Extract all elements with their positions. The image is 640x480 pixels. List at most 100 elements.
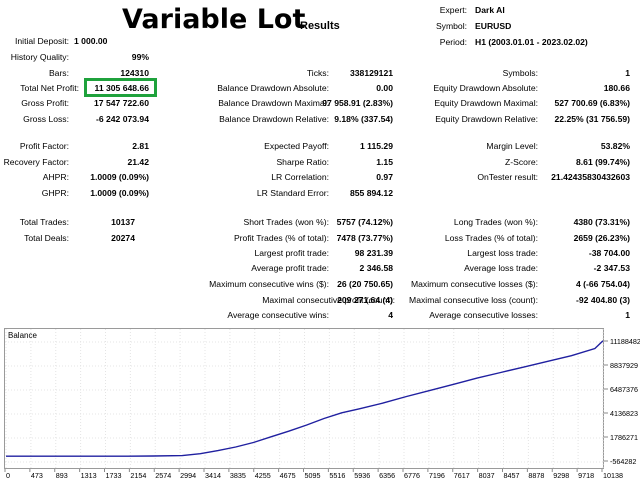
margin-level-label: Margin Level: (486, 141, 538, 151)
avg-cons-wins-label: Average consecutive wins: (227, 310, 329, 320)
bars-value: 124310 (120, 68, 149, 78)
x-tick-label: 4675 (280, 471, 296, 480)
largest-loss-label: Largest loss trade: (467, 248, 538, 258)
x-tick-label: 1733 (106, 471, 122, 480)
x-tick-label: 8878 (528, 471, 544, 480)
profit-trades-label: Profit Trades (% of total): (233, 233, 329, 243)
x-tick-label: 8037 (479, 471, 495, 480)
sharpe-ratio-value: 1.15 (376, 157, 393, 167)
x-tick-label: 7196 (429, 471, 445, 480)
x-tick-label: 5516 (329, 471, 345, 480)
ahpr-label: AHPR: (42, 172, 69, 182)
avg-loss-value: -2 347.53 (593, 263, 630, 273)
x-tick-label: 8457 (504, 471, 520, 480)
equity-dd-max-label: Equity Drawdown Maximal: (434, 98, 538, 108)
loss-trades-label: Loss Trades (% of total): (444, 233, 538, 243)
x-tick-label: 0 (6, 471, 10, 480)
avg-cons-losses-value: 1 (625, 310, 630, 320)
ontester-value: 21.42435830432603 (551, 172, 630, 182)
max-cons-loss-value: -92 404.80 (3) (576, 295, 630, 305)
balance-dd-rel-label: Balance Drawdown Relative: (219, 114, 329, 124)
x-tick-label: 9298 (553, 471, 569, 480)
long-trades-label: Long Trades (won %): (453, 217, 538, 227)
balance-dd-max-label: Balance Drawdown Maximal: (218, 98, 329, 108)
equity-dd-rel-value: 22.25% (31 756.59) (554, 114, 631, 124)
largest-profit-value: 98 231.39 (354, 248, 393, 258)
balance-dd-abs-label: Balance Drawdown Absolute: (217, 83, 329, 93)
y-tick-label: 6487376 (610, 385, 638, 394)
profit-factor-value: 2.81 (132, 141, 149, 151)
avg-cons-losses-label: Average consecutive losses: (429, 310, 538, 320)
initial-deposit-value: 1 000.00 (74, 36, 108, 46)
max-cons-profit-label: Maximal consecutive profit (count): (262, 295, 395, 305)
net-profit-label: Total Net Profit: (20, 83, 79, 93)
balance-dd-max-value: 97 958.91 (2.83%) (322, 98, 393, 108)
report-title: Variable Lot (122, 4, 306, 35)
ghpr-label: GHPR: (41, 188, 69, 198)
long-trades-value: 4380 (73.31%) (573, 217, 630, 227)
x-tick-label: 5936 (354, 471, 370, 480)
balance-dd-abs-value: 0.00 (376, 83, 393, 93)
max-cons-wins-label: Maximum consecutive wins ($): (209, 279, 329, 289)
bars-label: Bars: (48, 68, 69, 78)
lr-std-error-value: 855 894.12 (349, 188, 393, 198)
lr-std-error-label: LR Standard Error: (256, 188, 329, 198)
ticks-value: 338129121 (349, 68, 393, 78)
x-tick-label: 473 (31, 471, 43, 480)
x-tick-label: 3835 (230, 471, 246, 480)
symbols-label: Symbols: (502, 68, 538, 78)
short-trades-value: 5757 (74.12%) (336, 217, 393, 227)
balance-chart: Balance (5, 329, 605, 470)
largest-profit-label: Largest profit trade: (254, 248, 329, 258)
balance-dd-rel-value: 9.18% (337.54) (334, 114, 393, 124)
max-cons-profit-value: 209 271.64 (4) (337, 295, 393, 305)
symbol-label: Symbol: (435, 21, 467, 31)
x-tick-label: 2154 (130, 471, 146, 480)
total-deals-value: 20274 (111, 233, 135, 243)
net-profit-highlight (84, 78, 157, 97)
largest-loss-value: -38 704.00 (588, 248, 630, 258)
expert-label: Expert: (439, 5, 467, 15)
profit-factor-label: Profit Factor: (19, 141, 69, 151)
avg-profit-value: 2 346.58 (359, 263, 393, 273)
total-trades-value: 10137 (111, 217, 135, 227)
recovery-factor-label: Recovery Factor: (3, 157, 69, 167)
report-subtitle: Results (300, 20, 340, 32)
y-tick-label: 11188482 (610, 337, 640, 346)
max-cons-wins-value: 26 (20 750.65) (337, 279, 393, 289)
x-tick-label: 10138 (603, 471, 623, 480)
zscore-value: 8.61 (99.74%) (576, 157, 630, 167)
period-label: Period: (439, 37, 467, 47)
equity-dd-rel-label: Equity Drawdown Relative: (435, 114, 538, 124)
avg-cons-wins-value: 4 (388, 310, 393, 320)
initial-deposit-label: Initial Deposit: (15, 36, 69, 46)
period-value: H1 (2003.01.01 - 2023.02.02) (475, 37, 588, 47)
x-tick-label: 1313 (81, 471, 97, 480)
chart-grid (5, 329, 605, 470)
ontester-label: OnTester result: (477, 172, 538, 182)
expected-payoff-label: Expected Payoff: (264, 141, 329, 151)
margin-level-value: 53.82% (600, 141, 630, 151)
x-tick-label: 9718 (578, 471, 594, 480)
short-trades-label: Short Trades (won %): (243, 217, 330, 227)
lr-correlation-label: LR Correlation: (271, 172, 329, 182)
total-deals-label: Total Deals: (24, 233, 69, 243)
x-tick-label: 6776 (404, 471, 420, 480)
profit-trades-value: 7478 (73.77%) (336, 233, 393, 243)
x-tick-label: 893 (56, 471, 68, 480)
avg-loss-label: Average loss trade: (464, 263, 538, 273)
sharpe-ratio-label: Sharpe Ratio: (276, 157, 329, 167)
max-cons-losses-label: Maximum consecutive losses ($): (410, 279, 538, 289)
x-tick-label: 2994 (180, 471, 196, 480)
history-quality-value: 99% (131, 52, 149, 62)
ticks-label: Ticks: (306, 68, 329, 78)
x-tick-label: 7617 (454, 471, 470, 480)
expected-payoff-value: 1 115.29 (360, 141, 393, 151)
gross-loss-label: Gross Loss: (23, 114, 69, 124)
x-tick-label: 3414 (205, 471, 221, 480)
equity-dd-max-value: 527 700.69 (6.83%) (554, 98, 631, 108)
equity-dd-abs-value: 180.66 (603, 83, 630, 93)
equity-dd-abs-label: Equity Drawdown Absolute: (433, 83, 538, 93)
expert-value: Dark AI (475, 5, 505, 15)
net-profit-value: 11 305 648.66 (94, 83, 149, 93)
